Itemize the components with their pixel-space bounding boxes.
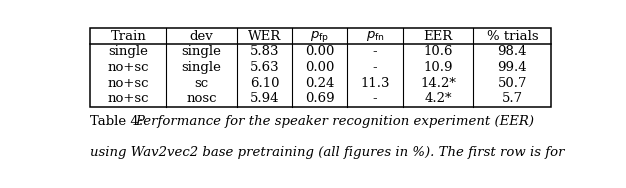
Text: sc: sc: [195, 77, 208, 89]
Text: Table 4:: Table 4:: [90, 115, 148, 128]
Text: using Wav2vec2 base pretraining (all figures in %). The first row is for: using Wav2vec2 base pretraining (all fig…: [90, 146, 565, 159]
Text: EER: EER: [423, 30, 453, 43]
Text: 0.00: 0.00: [305, 45, 334, 58]
Text: no+sc: no+sc: [108, 61, 149, 74]
Text: single: single: [108, 45, 148, 58]
Text: 0.69: 0.69: [305, 92, 335, 105]
Text: no+sc: no+sc: [108, 77, 149, 89]
Text: 99.4: 99.4: [498, 61, 527, 74]
Text: 5.63: 5.63: [250, 61, 279, 74]
Text: WER: WER: [248, 30, 281, 43]
Text: 0.00: 0.00: [305, 61, 334, 74]
Text: -: -: [373, 92, 377, 105]
Text: 6.10: 6.10: [250, 77, 279, 89]
Text: single: single: [182, 45, 222, 58]
Text: -: -: [373, 61, 377, 74]
Text: 14.2*: 14.2*: [420, 77, 456, 89]
Bar: [90, 28, 552, 107]
Text: 0.24: 0.24: [305, 77, 334, 89]
Text: $p_{\mathrm{fp}}$: $p_{\mathrm{fp}}$: [310, 29, 329, 44]
Text: Performance for the speaker recognition experiment (EER): Performance for the speaker recognition …: [135, 115, 534, 128]
Text: 10.9: 10.9: [423, 61, 453, 74]
Text: 11.3: 11.3: [361, 77, 390, 89]
Text: nosc: nosc: [187, 92, 217, 105]
Text: 5.94: 5.94: [250, 92, 279, 105]
Text: 4.2*: 4.2*: [424, 92, 452, 105]
Text: 10.6: 10.6: [423, 45, 453, 58]
Text: % trials: % trials: [486, 30, 538, 43]
Text: 5.83: 5.83: [250, 45, 279, 58]
Text: single: single: [182, 61, 222, 74]
Text: 98.4: 98.4: [498, 45, 527, 58]
Text: 5.7: 5.7: [502, 92, 523, 105]
Text: $p_{\mathrm{fn}}$: $p_{\mathrm{fn}}$: [366, 29, 384, 43]
Text: -: -: [373, 45, 377, 58]
Text: no+sc: no+sc: [108, 92, 149, 105]
Text: Train: Train: [110, 30, 146, 43]
Text: dev: dev: [190, 30, 213, 43]
Text: 50.7: 50.7: [498, 77, 527, 89]
